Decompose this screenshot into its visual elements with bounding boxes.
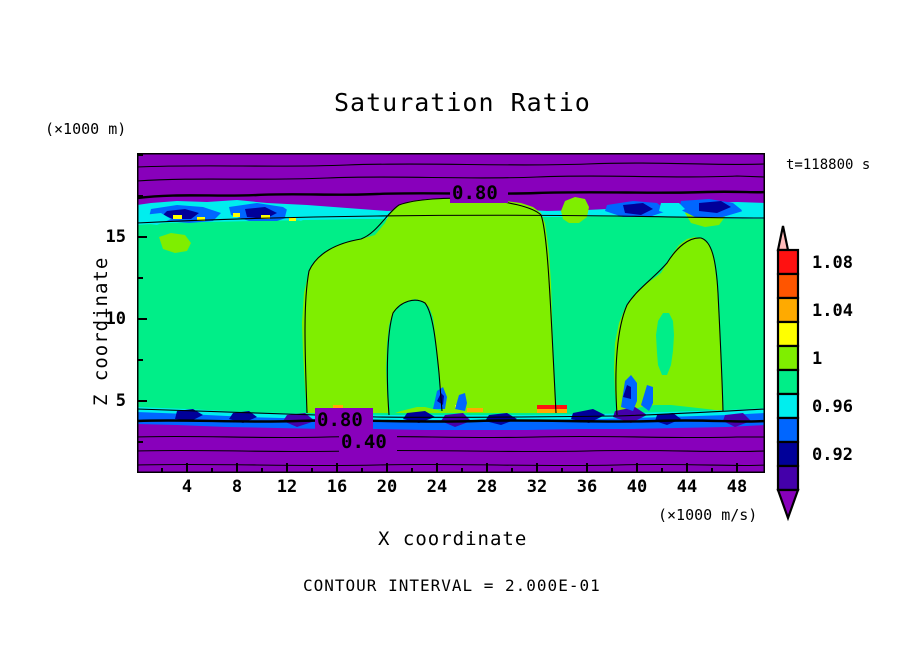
colorbar-band-1 [776, 248, 800, 276]
region-core-left-sliver [159, 233, 191, 253]
x-tick-label-6: 28 [476, 477, 498, 497]
colorbar-tick-label-092: 0.92 [812, 445, 853, 465]
colorbar-band-9 [776, 440, 800, 468]
axis-tick-marks [137, 154, 738, 473]
speckle-cloud-top-right-cyan [659, 203, 765, 219]
region-supersaturated-core-main [302, 198, 556, 413]
timestamp-label: t=118800 s [786, 157, 871, 173]
y-tick-label-15: 15 [105, 227, 126, 247]
region-core-interior-notch [386, 299, 442, 415]
y-axis-title: Z coordinate [90, 256, 112, 406]
colorbar-svg [776, 225, 800, 522]
colorbar-band-4 [776, 320, 800, 348]
x-tick-label-8: 36 [576, 477, 598, 497]
speckle-cloud-top-left-yellow [173, 213, 296, 221]
contour-lines [137, 162, 765, 467]
x-tick-label-3: 16 [326, 477, 348, 497]
speckle-cloud-top-right-dark [623, 201, 731, 215]
contour-plot[interactable]: 0.80 0.80 0.40 [137, 153, 765, 473]
colorbar-band-3 [776, 296, 800, 324]
contour-label-group: 0.80 0.80 0.40 [315, 181, 508, 453]
colorbar-swatches [776, 225, 800, 522]
colorbar-over-arrow-outline [776, 225, 790, 252]
colorbar-under-arrow [776, 488, 800, 522]
region-right-patch-notch [656, 313, 674, 375]
y-tick-label-10: 10 [105, 309, 126, 329]
colorbar-tick-label-096: 0.96 [812, 397, 853, 417]
colorbar-band-2 [776, 272, 800, 300]
region-core-top-blob-a [561, 197, 589, 223]
x-tick-label-4: 20 [376, 477, 398, 497]
x-tick-label-7: 32 [526, 477, 548, 497]
colorbar-tick-label-108: 1.08 [812, 253, 853, 273]
contour-label-base-080: 0.80 [317, 409, 363, 431]
x-axis-title: X coordinate [378, 528, 528, 550]
contour-label-top-080: 0.80 [452, 182, 498, 204]
x-tick-label-11: 48 [726, 477, 748, 497]
y-tick-label-5: 5 [115, 391, 126, 411]
x-tick-label-2: 12 [276, 477, 298, 497]
colorbar[interactable] [772, 222, 818, 522]
colorbar-band-5 [776, 344, 800, 372]
cloud-base-fingers-dark [437, 385, 631, 405]
x-axis-unit-label: (×1000 m/s) [658, 506, 758, 524]
x-tick-label-9: 40 [626, 477, 648, 497]
colorbar-band-8 [776, 416, 800, 444]
colorbar-tick-label-104: 1.04 [812, 301, 853, 321]
x-tick-label-0: 4 [181, 477, 193, 497]
page-title: Saturation Ratio [334, 88, 591, 117]
colorbar-tick-label-1: 1 [812, 349, 823, 369]
y-axis-unit-label: (×1000 m) [45, 120, 127, 138]
colorbar-band-6 [776, 368, 800, 396]
contour-label-base-040: 0.40 [341, 431, 387, 453]
field-layers [137, 153, 765, 473]
colorbar-band-7 [776, 392, 800, 420]
x-tick-label-10: 44 [676, 477, 698, 497]
x-tick-label-5: 24 [426, 477, 448, 497]
contour-plot-svg: 0.80 0.80 0.40 [137, 153, 765, 473]
x-tick-label-1: 8 [231, 477, 243, 497]
contour-interval-caption: CONTOUR INTERVAL = 2.000E-01 [303, 576, 601, 595]
speckle-cloud-base-violet [283, 407, 751, 427]
colorbar-band-10 [776, 464, 800, 492]
